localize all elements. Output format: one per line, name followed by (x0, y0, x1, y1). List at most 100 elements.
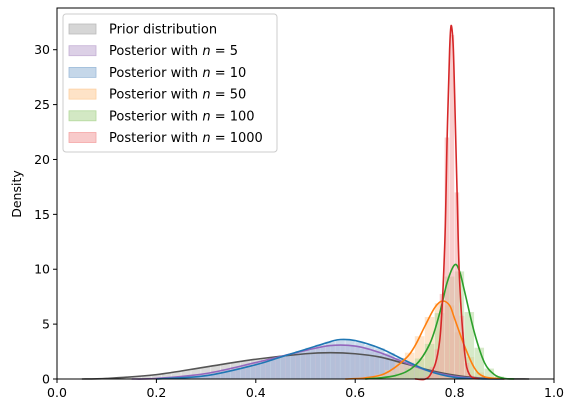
legend-label: Posterior with n = 1000 (109, 131, 263, 146)
legend-label: Posterior with n = 100 (109, 109, 255, 124)
hist-bar (335, 339, 345, 379)
histogram-layer (81, 34, 519, 379)
hist-bar (280, 355, 291, 379)
hist-bar (360, 348, 370, 379)
hist-bar (295, 350, 306, 379)
hist-bar (225, 370, 236, 379)
kde-line (345, 300, 505, 380)
hist-bar (171, 371, 181, 379)
hist-bar (221, 369, 231, 379)
hist-bar (330, 345, 340, 379)
x-axis: 0.0 0.2 0.4 0.6 0.8 1.0 (47, 379, 564, 400)
hist-bar (484, 368, 494, 379)
hist-bar (216, 372, 226, 379)
hist-bar (131, 376, 142, 379)
hist-bar (424, 343, 435, 379)
hist-bar (419, 369, 430, 379)
hist-bar (454, 192, 460, 379)
hist-bar (340, 345, 350, 379)
hist-bar (320, 346, 330, 379)
hist-bar (151, 374, 161, 379)
y-axis-label: Density (9, 170, 24, 218)
hist-bar (325, 341, 335, 379)
hist-bar (206, 374, 216, 379)
hist-bar (240, 364, 251, 379)
hist-bar (454, 271, 465, 379)
hist-bar (191, 368, 201, 379)
hist-bar (255, 363, 266, 379)
legend-label: Posterior with n = 5 (109, 44, 238, 59)
hist-bar (419, 377, 425, 379)
hist-bar (464, 312, 475, 379)
hist-bar (404, 368, 415, 379)
hist-bar (464, 363, 470, 379)
x-tick-label: 1.0 (544, 385, 564, 400)
hist-bar (270, 357, 281, 379)
legend-label: Posterior with n = 50 (109, 88, 246, 103)
x-tick-label: 0.8 (445, 385, 465, 400)
legend: Prior distribution Posterior with n = 5 Po… (62, 13, 278, 153)
hist-bar (414, 336, 425, 379)
hist-bar (375, 348, 385, 379)
hist-bar (409, 366, 420, 379)
hist-bar (300, 350, 311, 379)
legend-swatch (68, 110, 97, 122)
y-tick-label: 10 (34, 262, 50, 277)
hist-bar (404, 352, 415, 379)
hist-bar (196, 376, 206, 379)
hist-bar (380, 354, 390, 379)
legend-swatch (68, 67, 97, 78)
hist-bar (385, 369, 395, 379)
legend-label: Prior distribution (109, 23, 217, 38)
legend-box (62, 13, 278, 153)
hist-bar (265, 360, 276, 379)
hist-bar (305, 347, 316, 379)
x-tick-label: 0.0 (47, 385, 67, 400)
kde-line (414, 24, 480, 381)
hist-bar (250, 362, 261, 379)
hist-bar (245, 365, 256, 379)
hist-bar (399, 362, 410, 379)
kde-line (365, 263, 515, 380)
hist-bar (290, 352, 301, 379)
legend-swatch (68, 45, 97, 57)
hist-bar (310, 348, 321, 379)
hist-bar (394, 373, 405, 379)
hist-bar (429, 372, 440, 379)
y-tick-label: 15 (34, 207, 50, 222)
hist-bar (285, 353, 296, 379)
y-tick-label: 5 (42, 317, 50, 332)
legend-swatch (68, 88, 97, 100)
hist-bar (459, 315, 465, 379)
hist-bar (211, 371, 221, 379)
hist-bar (235, 368, 246, 379)
hist-bar (474, 347, 485, 379)
kde-line (131, 344, 505, 380)
x-tick-label: 0.4 (246, 385, 266, 400)
hist-bar (350, 346, 360, 379)
hist-bar (444, 137, 450, 379)
legend-swatch (68, 132, 97, 143)
hist-bar (230, 366, 241, 379)
x-tick-label: 0.6 (345, 385, 365, 400)
hist-bar (370, 351, 380, 379)
hist-bar (315, 344, 325, 379)
y-tick-label: 25 (34, 97, 50, 112)
kde-line (156, 338, 505, 380)
legend-label: Posterior with n = 10 (109, 66, 246, 81)
hist-bar (275, 357, 286, 379)
plot-frame (56, 7, 555, 380)
hist-bar (385, 376, 395, 379)
y-tick-label: 30 (34, 42, 50, 57)
y-axis: 0 5 10 15 20 25 30 (34, 42, 57, 387)
hist-bar (439, 293, 445, 379)
legend-swatch (68, 23, 97, 35)
hist-bar (161, 373, 171, 379)
hist-bar (444, 276, 455, 379)
hist-bar (434, 349, 440, 379)
x-tick-label: 0.2 (146, 385, 166, 400)
y-tick-label: 20 (34, 152, 50, 167)
hist-bar (385, 353, 395, 379)
hist-bar (394, 362, 405, 379)
